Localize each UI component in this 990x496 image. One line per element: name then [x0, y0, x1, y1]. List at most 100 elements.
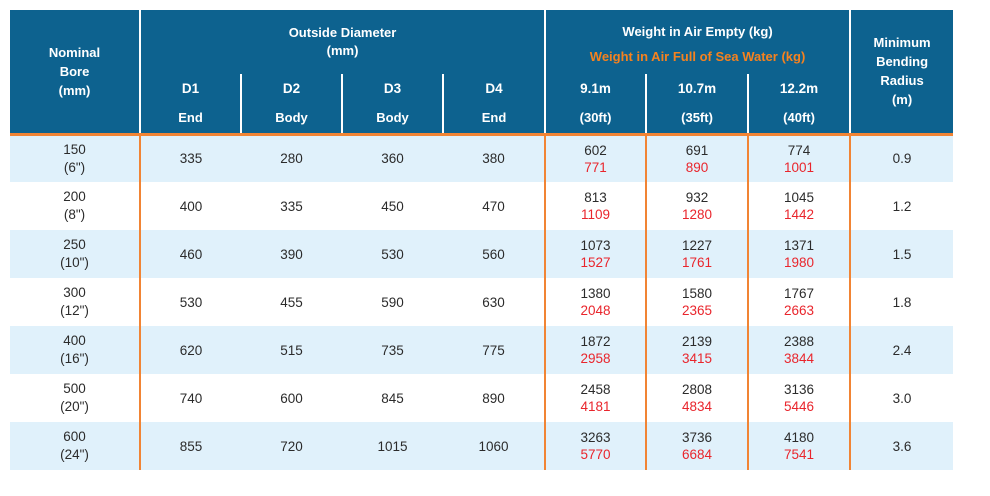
- weight-empty-value: 1227: [682, 238, 713, 253]
- weight-empty-value: 2139: [682, 334, 713, 349]
- cell-d3: 1015: [342, 422, 443, 470]
- weight-full-value: 890: [685, 159, 709, 175]
- cell-min-bending-radius: 1.2: [849, 182, 954, 230]
- d4-code: D4: [485, 81, 503, 97]
- cell-weight-10-7m: 691 890: [645, 134, 749, 182]
- cell-min-bending-radius: 1.8: [849, 278, 954, 326]
- weight-empty-value: 1580: [682, 286, 713, 301]
- cell-nominal-bore: 500 (20"): [10, 374, 140, 422]
- weight-empty-value: 813: [584, 190, 607, 205]
- header-min-bending-radius: Minimum Bending Radius (m): [849, 10, 954, 136]
- header-nominal-bore-label: Nominal Bore (mm): [48, 44, 101, 98]
- weight-full-value: 4181: [580, 399, 611, 414]
- bore-mm-value: 200: [63, 189, 86, 204]
- weight-empty-value: 2388: [784, 334, 815, 349]
- weight-full-value: 5770: [580, 447, 611, 462]
- weight-full-value: 2663: [784, 303, 815, 318]
- table-row: 200 (8") 400 335 450 470 813 1109 932 12…: [10, 182, 954, 230]
- weight-empty-value: 774: [787, 142, 811, 158]
- cell-weight-10-7m: 932 1280: [645, 182, 749, 230]
- cell-d3: 845: [342, 374, 443, 422]
- cell-d2: 390: [241, 230, 342, 278]
- d1-code: D1: [181, 81, 200, 97]
- cell-weight-9-1m: 1380 2048: [544, 278, 647, 326]
- weight-full-value: 1109: [581, 207, 611, 222]
- weight-empty-value: 3263: [580, 430, 611, 445]
- cell-weight-9-1m: 602 771: [544, 134, 647, 182]
- length-10-7m: 10.7m: [677, 81, 717, 97]
- cell-d1: 740: [139, 374, 241, 422]
- cell-d3: 450: [342, 182, 443, 230]
- weight-empty-value: 1380: [580, 286, 611, 301]
- cell-weight-12-2m: 1767 2663: [747, 278, 851, 326]
- weight-empty-value: 932: [685, 190, 709, 205]
- cell-d4: 380: [443, 134, 546, 182]
- d3-position: Body: [376, 110, 409, 126]
- cell-d2: 455: [241, 278, 342, 326]
- cell-d4: 560: [443, 230, 546, 278]
- cell-d4: 630: [443, 278, 546, 326]
- bore-mm-value: 150: [63, 141, 86, 157]
- weight-full-value: 3844: [784, 351, 815, 366]
- cell-weight-12-2m: 4180 7541: [747, 422, 851, 470]
- weight-full-value: 4834: [682, 399, 713, 414]
- bore-inches-value: (10"): [60, 255, 89, 270]
- weight-full-value: 1442: [784, 207, 815, 222]
- d2-position: Body: [275, 110, 308, 126]
- cell-d1: 400: [139, 182, 241, 230]
- cell-d3: 360: [342, 134, 443, 182]
- weight-empty-value: 691: [685, 142, 709, 158]
- d1-position: End: [178, 110, 203, 126]
- cell-min-bending-radius: 0.9: [849, 134, 954, 182]
- weight-full-value: 2958: [580, 351, 611, 366]
- weight-full-value: 771: [584, 159, 607, 175]
- cell-weight-10-7m: 2808 4834: [645, 374, 749, 422]
- cell-nominal-bore: 200 (8"): [10, 182, 140, 230]
- weight-full-value: 1527: [580, 255, 611, 270]
- table-row: 300 (12") 530 455 590 630 1380 2048 1580…: [10, 278, 954, 326]
- bore-inches-value: (8"): [63, 207, 86, 222]
- bore-mm-value: 250: [63, 237, 86, 252]
- cell-weight-12-2m: 774 1001: [747, 134, 851, 182]
- cell-min-bending-radius: 3.6: [849, 422, 954, 470]
- header-nominal-bore: Nominal Bore (mm): [10, 10, 140, 136]
- weight-full-value: 6684: [682, 447, 713, 462]
- weight-full-value: 1001: [784, 159, 815, 175]
- header-od-subcolumn-d1: D1 End: [139, 74, 241, 136]
- weight-empty-value: 1767: [784, 286, 815, 301]
- cell-weight-12-2m: 1371 1980: [747, 230, 851, 278]
- cell-d4: 470: [443, 182, 546, 230]
- cell-weight-9-1m: 2458 4181: [544, 374, 647, 422]
- weight-empty-value: 2808: [682, 382, 713, 397]
- header-outside-diameter-group: Outside Diameter (mm): [138, 10, 546, 74]
- length-30ft: (30ft): [579, 110, 612, 126]
- cell-weight-12-2m: 1045 1442: [747, 182, 851, 230]
- cell-min-bending-radius: 2.4: [849, 326, 954, 374]
- cell-d2: 280: [241, 134, 342, 182]
- weight-empty-value: 3736: [682, 430, 713, 445]
- bore-mm-value: 600: [63, 429, 86, 444]
- cell-d4: 775: [443, 326, 546, 374]
- cell-weight-12-2m: 3136 5446: [747, 374, 851, 422]
- cell-d1: 530: [139, 278, 241, 326]
- table-row: 500 (20") 740 600 845 890 2458 4181 2808…: [10, 374, 954, 422]
- bore-inches-value: (6"): [63, 159, 86, 175]
- header-weight-group: Weight in Air Empty (kg) Weight in Air F…: [544, 10, 851, 74]
- cell-d2: 515: [241, 326, 342, 374]
- cell-nominal-bore: 600 (24"): [10, 422, 140, 470]
- bore-mm-value: 300: [63, 285, 86, 300]
- cell-d1: 855: [139, 422, 241, 470]
- weight-empty-value: 602: [584, 142, 607, 158]
- weight-full-value: 7541: [784, 447, 815, 462]
- cell-d2: 335: [241, 182, 342, 230]
- header-od-subcolumn-d2: D2 Body: [240, 74, 342, 136]
- length-9-1m: 9.1m: [580, 81, 611, 97]
- header-od-subcolumn-d4: D4 End: [441, 74, 546, 136]
- d2-code: D2: [282, 81, 301, 97]
- table-row: 150 (6") 335 280 360 380 602 771 691 890…: [10, 134, 954, 182]
- cell-weight-9-1m: 3263 5770: [544, 422, 647, 470]
- bore-inches-value: (16"): [60, 351, 89, 366]
- cell-d1: 460: [139, 230, 241, 278]
- weight-full-value: 5446: [784, 399, 815, 414]
